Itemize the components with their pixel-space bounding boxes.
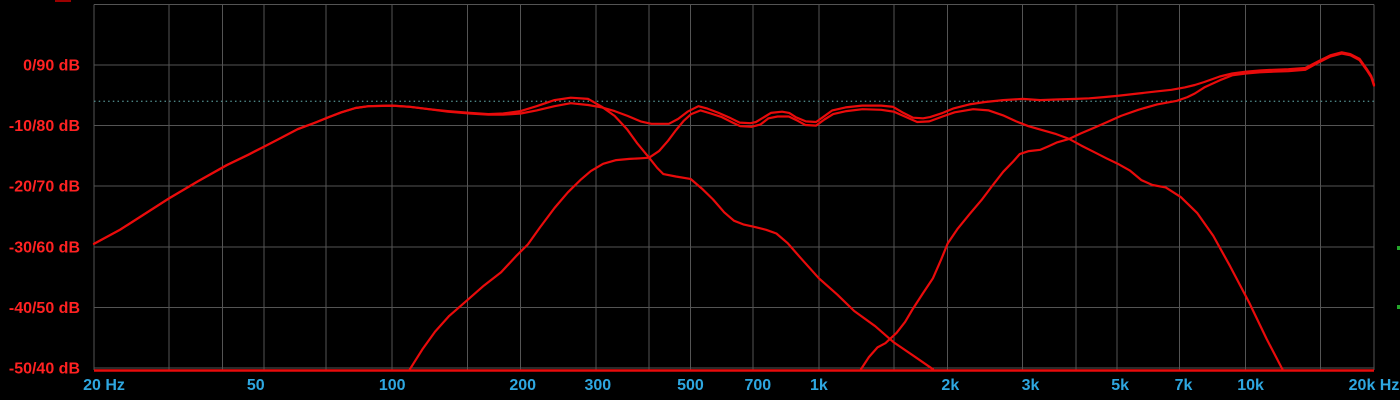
x-tick-label: 5k (1111, 377, 1129, 394)
y-tick-label: -40/50 dB (9, 300, 80, 317)
x-tick-label: 20 Hz (83, 377, 125, 394)
y-tick-label: -20/70 dB (9, 179, 80, 196)
x-tick-label: 100 (379, 377, 406, 394)
x-tick-label: 3k (1022, 377, 1040, 394)
edge-artifact-dot (1397, 305, 1400, 309)
y-tick-label: -10/80 dB (9, 118, 80, 135)
curve-summed-response (92, 51, 1376, 245)
x-tick-label: 500 (677, 377, 704, 394)
x-tick-label: 50 (247, 377, 265, 394)
x-tick-label: 200 (509, 377, 536, 394)
y-tick-label: -50/40 dB (9, 361, 80, 378)
y-tick-label: 0/90 dB (23, 58, 80, 75)
edge-artifact-dot (1397, 246, 1400, 250)
x-tick-label: 2k (941, 377, 959, 394)
curve-midrange (408, 108, 1284, 371)
curve-woofer (92, 96, 935, 371)
clipped-red-artifact (55, 0, 71, 2)
x-tick-label: 300 (584, 377, 611, 394)
x-tick-label: 700 (744, 377, 771, 394)
x-tick-label: 7k (1175, 377, 1193, 394)
y-tick-label: -30/60 dB (9, 239, 80, 256)
curve-tweeter (859, 52, 1376, 371)
x-tick-label: 1k (810, 377, 828, 394)
x-tick-label: 20k Hz (1349, 377, 1400, 394)
grid (93, 3, 1375, 370)
x-tick-label: 10k (1237, 377, 1264, 394)
